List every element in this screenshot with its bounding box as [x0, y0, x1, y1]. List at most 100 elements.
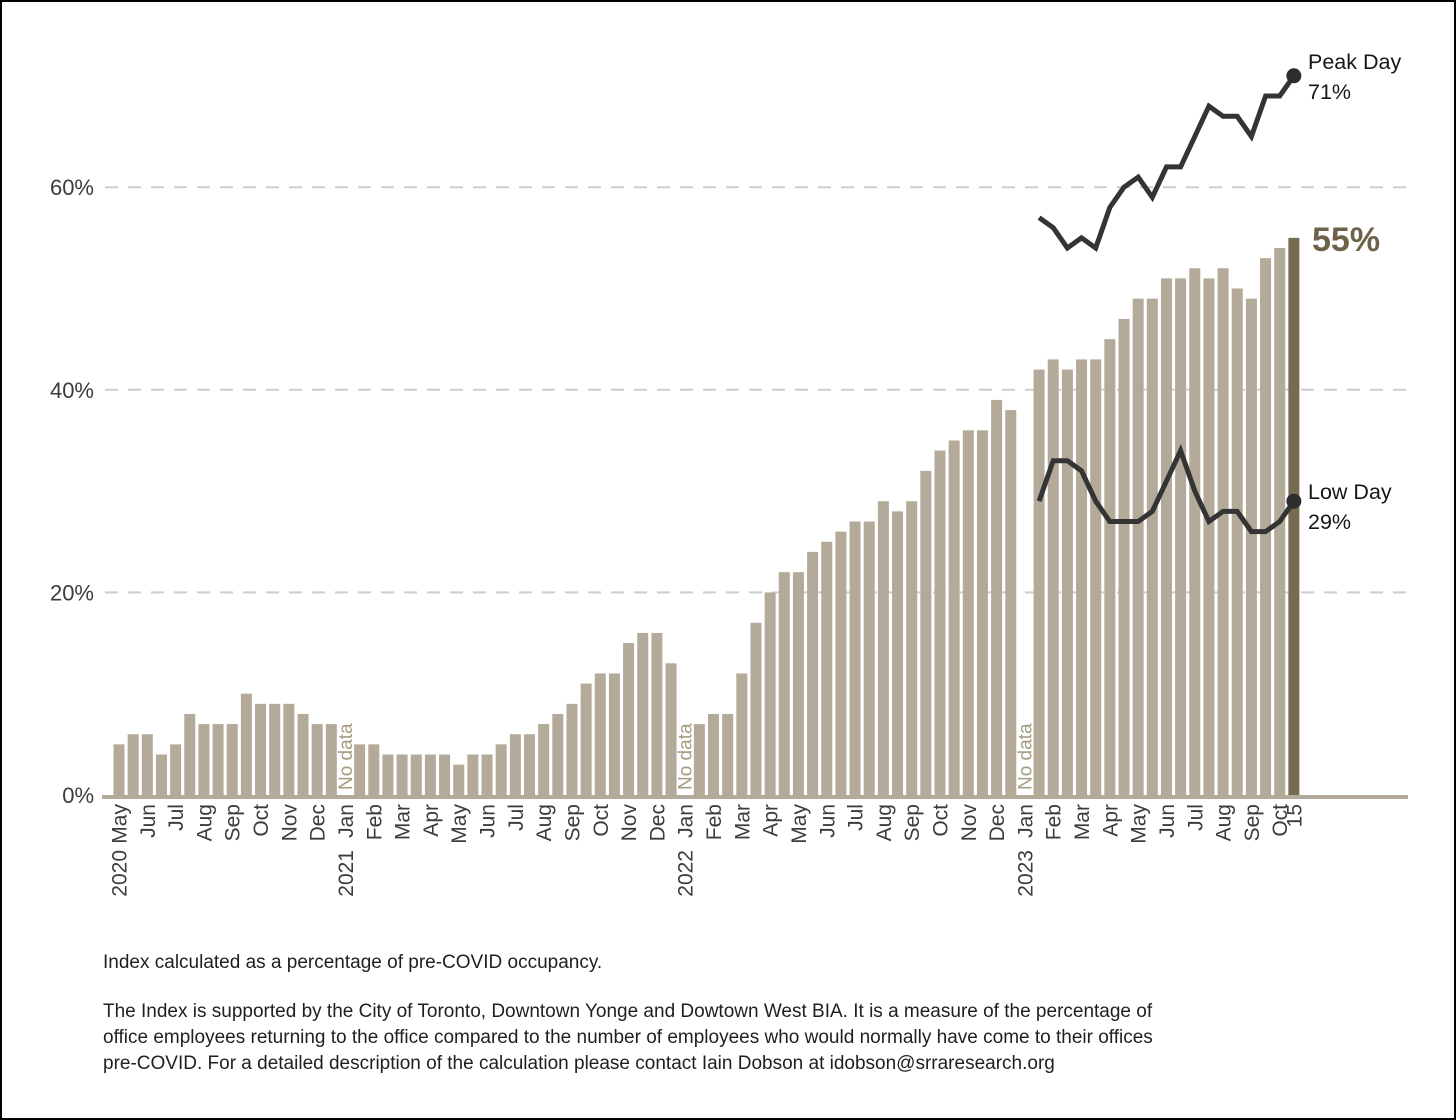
month-label: Aug	[1213, 804, 1236, 841]
footer-description-line: The Index is supported by the City of To…	[103, 1001, 1153, 1022]
footer-description-line: pre-COVID. For a detailed description of…	[103, 1053, 1055, 1074]
bar	[325, 724, 337, 795]
bar	[1160, 278, 1172, 795]
y-tick-label: 60%	[50, 175, 94, 200]
low-day-dot	[1286, 493, 1302, 509]
footer-note: Index calculated as a percentage of pre-…	[103, 952, 603, 973]
month-label: May	[448, 804, 471, 844]
peak-day-line	[1037, 74, 1296, 252]
bar	[863, 521, 875, 795]
month-label: Oct	[590, 804, 613, 837]
bar	[736, 673, 748, 795]
bar	[1104, 339, 1116, 795]
y-tick-label: 40%	[50, 378, 94, 403]
month-label: Mar	[1071, 804, 1094, 840]
bar	[212, 724, 224, 795]
bar	[467, 754, 479, 795]
month-label: Apr	[420, 804, 443, 837]
bar	[934, 450, 946, 795]
bar	[976, 430, 988, 795]
bar	[792, 572, 804, 795]
bar	[1090, 359, 1102, 795]
bar	[1231, 288, 1243, 795]
bar	[269, 703, 281, 795]
bar	[708, 713, 720, 795]
year-label: 2022	[675, 850, 698, 897]
month-label: Jun	[1156, 804, 1179, 838]
bar	[368, 744, 380, 795]
footer-description: The Index is supported by the City of To…	[103, 999, 1153, 1077]
bar	[141, 734, 153, 795]
month-label: Nov	[278, 804, 301, 842]
month-label: Jan	[675, 804, 698, 838]
y-tick-label: 20%	[50, 580, 94, 605]
month-label: Aug	[873, 804, 896, 841]
low-day-line	[1036, 443, 1296, 535]
bar	[495, 744, 507, 795]
month-label: Oct	[250, 804, 273, 837]
month-label: Jul	[845, 804, 868, 831]
bar	[396, 754, 408, 795]
bar	[1189, 268, 1201, 795]
month-label: Dec	[307, 804, 330, 841]
year-label: 2021	[335, 850, 358, 897]
bar	[623, 643, 635, 795]
bar	[283, 703, 295, 795]
month-label: May	[109, 804, 132, 844]
bar	[1260, 258, 1272, 795]
low-day-label: Low Day	[1308, 480, 1392, 504]
month-label: Dec	[646, 804, 669, 841]
month-label: 15	[1283, 804, 1306, 827]
bar	[566, 703, 578, 795]
bar	[1132, 298, 1144, 795]
bar	[693, 724, 705, 795]
month-label: Jun	[477, 804, 500, 838]
bar	[523, 734, 535, 795]
bar	[552, 713, 564, 795]
bar	[608, 673, 620, 795]
bar	[722, 713, 734, 795]
bar	[764, 592, 776, 795]
month-label: Feb	[1043, 804, 1066, 840]
month-label: Jun	[816, 804, 839, 838]
bar	[240, 693, 252, 795]
year-label: 2023	[1014, 850, 1037, 897]
month-label: Sep	[901, 804, 924, 841]
bar	[538, 724, 550, 795]
footer-description-line: office employees returning to the office…	[103, 1027, 1153, 1048]
bar	[184, 713, 196, 795]
month-label: Sep	[561, 804, 584, 841]
bar	[892, 511, 904, 795]
no-data-label: No data	[1015, 723, 1036, 790]
peak-day-label: Peak Day	[1308, 50, 1402, 74]
final-bar	[1288, 237, 1300, 796]
bar	[821, 541, 833, 795]
bar	[382, 754, 394, 795]
no-data-label: No data	[336, 723, 357, 790]
bar	[991, 399, 1003, 795]
bar	[311, 724, 323, 795]
month-label: Mar	[392, 804, 415, 840]
peak-day-value: 71%	[1308, 80, 1352, 104]
bar	[920, 470, 932, 795]
bar	[778, 572, 790, 795]
bar	[1033, 369, 1045, 795]
bar	[835, 531, 847, 795]
month-label: Aug	[193, 804, 216, 841]
bar	[1076, 359, 1088, 795]
bar	[198, 724, 210, 795]
bar	[906, 501, 918, 795]
month-label: Nov	[958, 804, 981, 842]
month-label: Dec	[986, 804, 1009, 841]
year-label: 2020	[109, 850, 132, 897]
bar	[594, 673, 606, 795]
month-label: Nov	[618, 804, 641, 842]
bar	[1061, 369, 1073, 795]
bar	[637, 632, 649, 795]
month-label: Jan	[335, 804, 358, 838]
bar	[1217, 268, 1229, 795]
month-label: Apr	[760, 804, 783, 837]
bar	[1245, 298, 1257, 795]
bar	[155, 754, 167, 795]
